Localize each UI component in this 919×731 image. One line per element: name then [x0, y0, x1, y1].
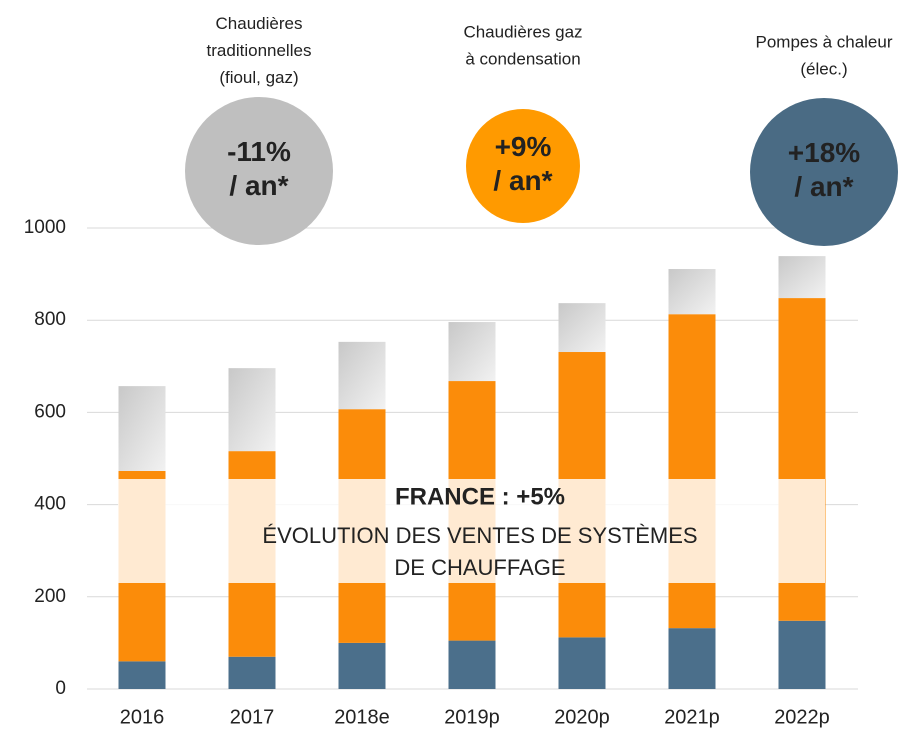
y-tick-label: 0 [55, 678, 66, 699]
bubble-annotation: +18% / an* [788, 137, 860, 202]
y-tick-label: 1000 [24, 217, 66, 238]
annotations: 2016 2017 2018e 2019p 2020p 2021p 2022p Pompes … [120, 14, 898, 728]
x-tick-label: 2022p [774, 706, 830, 728]
y-tick-label: 400 [34, 494, 66, 515]
x-tick-label: 2021p [664, 706, 720, 728]
x-tick-label: 2017 [230, 706, 275, 728]
bar-segment [668, 628, 716, 689]
bar-segment [448, 322, 496, 382]
bar-segment [338, 341, 386, 410]
x-tick-label: 2019p [444, 706, 500, 728]
bar-segment [558, 637, 606, 689]
legend-label: Pompes à chaleur (élec.) [755, 33, 892, 79]
bar-segment [448, 640, 496, 689]
bar-segment [338, 642, 386, 689]
y-tick-label: 200 [34, 586, 66, 607]
legend-label: Chaudières traditionnelles (fioul, gaz) [207, 14, 312, 87]
bubble-annotation: +9% / an* [493, 131, 552, 196]
bubble-annotation: -11% / an* [227, 136, 291, 201]
y-tick-label: 600 [34, 401, 66, 422]
legend-bubble [466, 109, 580, 223]
chart-subtitle: ÉVOLUTION DES VENTES DE SYSTÈMES DE CHAUF… [262, 523, 697, 580]
bar-segment [118, 661, 166, 689]
legend-label: Chaudières gaz à condensation [463, 23, 582, 69]
bar-segment [118, 386, 166, 471]
bar-segment [778, 256, 826, 299]
text-overlay [118, 479, 825, 583]
x-tick-label: 2020p [554, 706, 610, 728]
legend-bubble [185, 97, 333, 245]
bar-segment [558, 303, 606, 353]
x-tick-label: 2018e [334, 706, 390, 728]
bar-segment [228, 368, 276, 452]
bar-segment [668, 269, 716, 315]
bar-segment [778, 620, 826, 689]
legend-bubble [750, 98, 898, 246]
y-tick-label: 800 [34, 309, 66, 330]
bars [118, 256, 826, 689]
bar-segment [228, 656, 276, 689]
x-tick-label: 2016 [120, 706, 165, 728]
chart-title: FRANCE : +5% [395, 483, 565, 510]
